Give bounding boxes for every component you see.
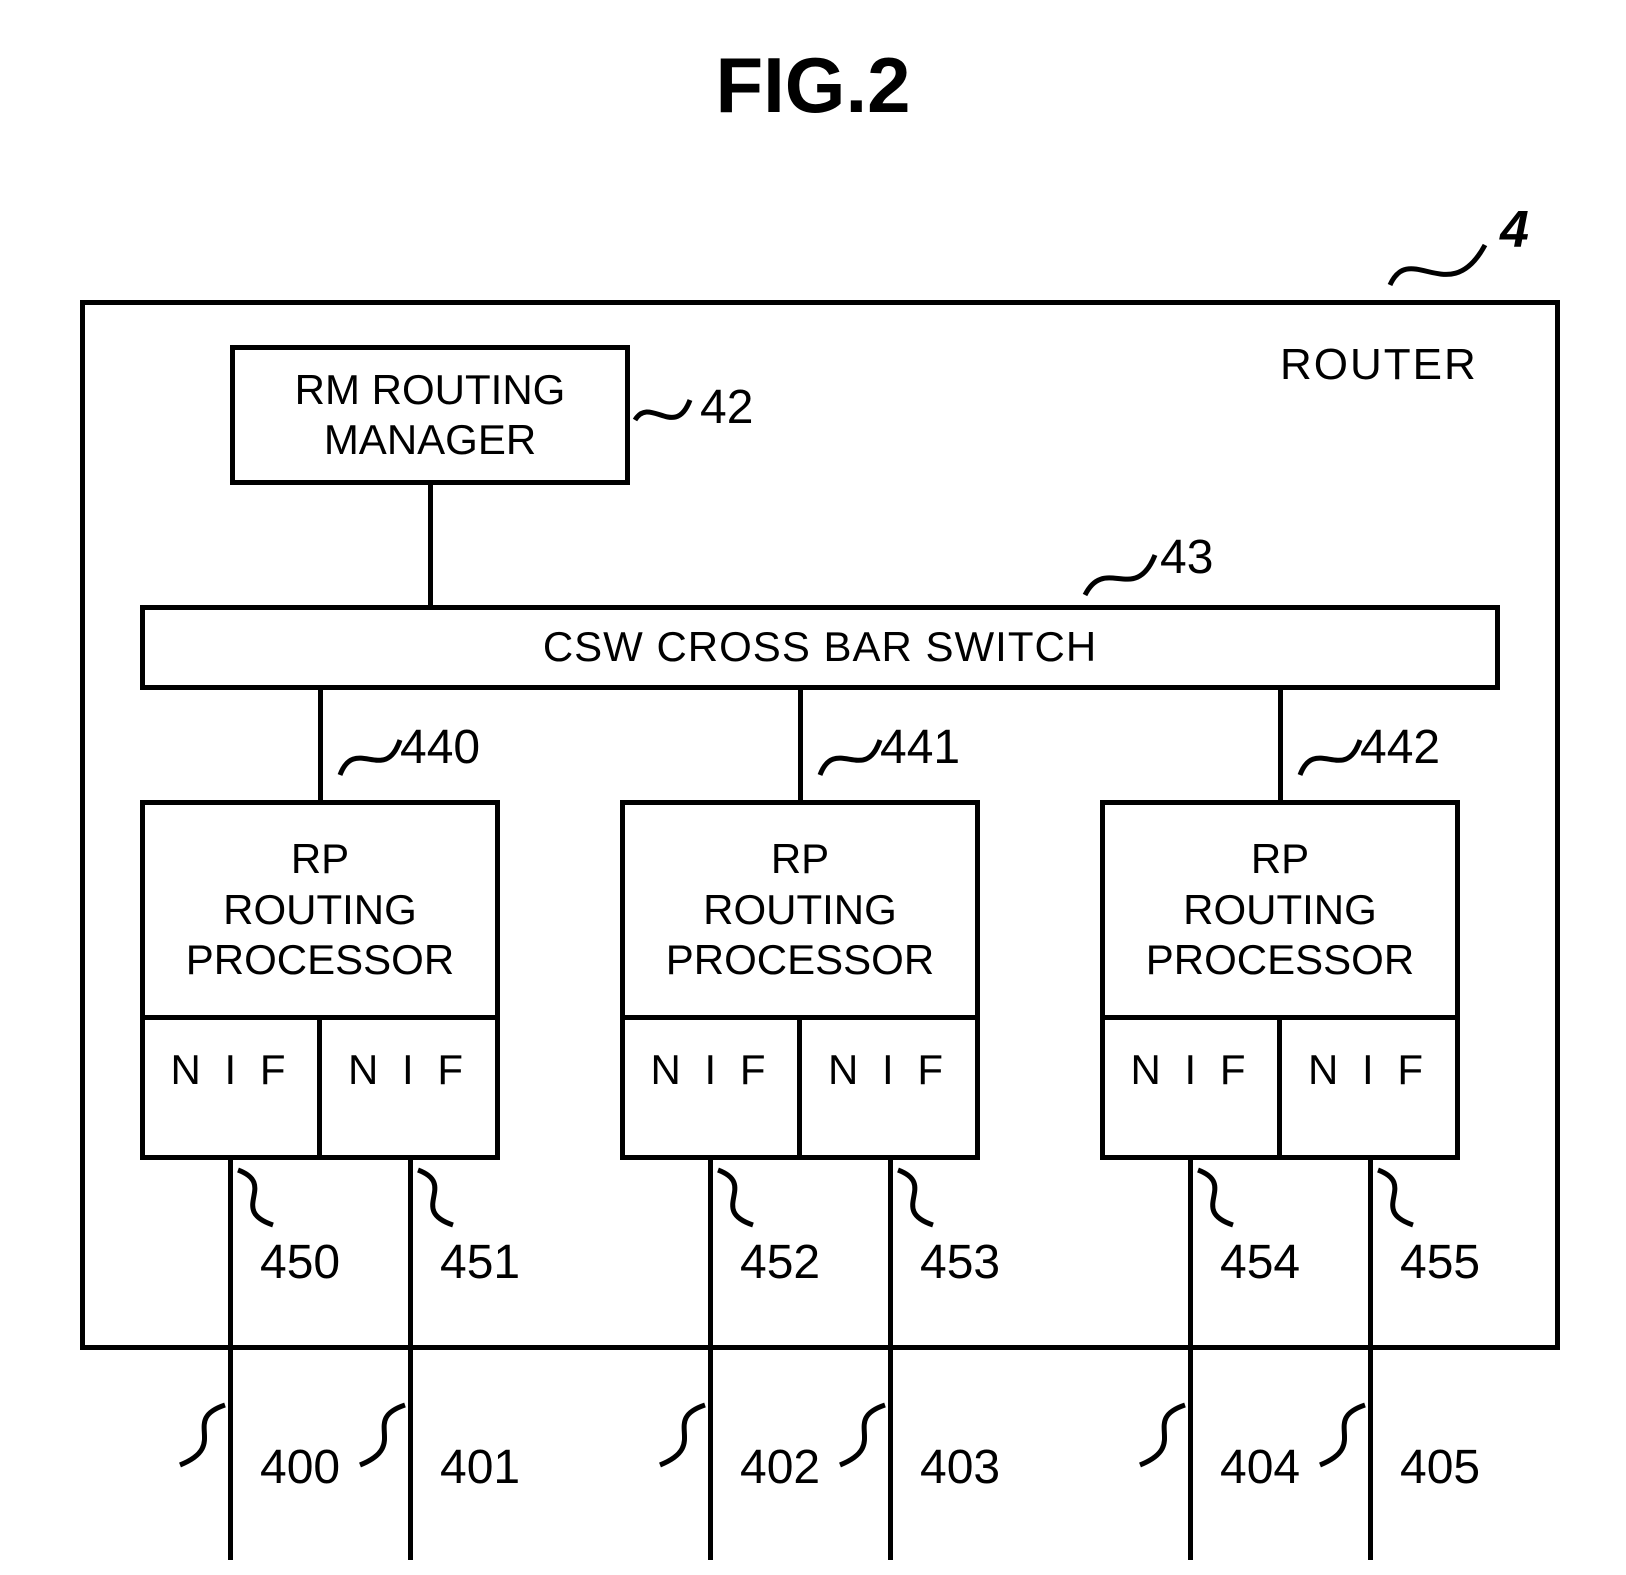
line-rm-csw (428, 485, 433, 605)
line-ref-3: 403 (920, 1440, 1000, 1495)
rm-ref: 42 (700, 380, 753, 435)
nif-5: N I F (1277, 1015, 1460, 1160)
nif-ref-0: 450 (260, 1235, 340, 1290)
diagram-canvas: FIG.2 ROUTER 4 RM ROUTING MANAGER 42 CSW… (0, 0, 1626, 1575)
outline-3 (888, 1160, 893, 1560)
router-ref: 4 (1500, 200, 1529, 260)
line-ref-sq-0 (170, 1400, 230, 1475)
nif-2: N I F (620, 1015, 802, 1160)
outline-1 (408, 1160, 413, 1560)
nif-ref-3: 453 (920, 1235, 1000, 1290)
line-ref-1: 401 (440, 1440, 520, 1495)
rp2-ref: 442 (1360, 720, 1440, 775)
line-ref-sq-3 (830, 1400, 890, 1475)
line-ref-2: 402 (740, 1440, 820, 1495)
nif-ref-4: 454 (1220, 1235, 1300, 1290)
nif-ref-5: 455 (1400, 1235, 1480, 1290)
csw-box: CSW CROSS BAR SWITCH (140, 605, 1500, 690)
rp1-box: RP ROUTING PROCESSOR (620, 800, 980, 1020)
rm-box: RM ROUTING MANAGER (230, 345, 630, 485)
outline-5 (1368, 1160, 1373, 1560)
nif-4: N I F (1100, 1015, 1282, 1160)
csw-ref: 43 (1160, 530, 1213, 585)
rp0-ref: 440 (400, 720, 480, 775)
line-ref-sq-5 (1310, 1400, 1370, 1475)
line-ref-sq-1 (350, 1400, 410, 1475)
nif-ref-2: 452 (740, 1235, 820, 1290)
router-ref-squiggle (1380, 230, 1500, 300)
line-ref-4: 404 (1220, 1440, 1300, 1495)
line-csw-rp2 (1278, 690, 1283, 800)
outline-0 (228, 1160, 233, 1560)
figure-title: FIG.2 (0, 40, 1626, 131)
nif-0: N I F (140, 1015, 322, 1160)
router-label: ROUTER (1280, 340, 1478, 390)
rp1-ref: 441 (880, 720, 960, 775)
line-csw-rp1 (798, 690, 803, 800)
outline-4 (1188, 1160, 1193, 1560)
nif-1: N I F (317, 1015, 500, 1160)
line-ref-5: 405 (1400, 1440, 1480, 1495)
outline-2 (708, 1160, 713, 1560)
line-ref-0: 400 (260, 1440, 340, 1495)
line-ref-sq-4 (1130, 1400, 1190, 1475)
nif-3: N I F (797, 1015, 980, 1160)
line-csw-rp0 (318, 690, 323, 800)
nif-ref-1: 451 (440, 1235, 520, 1290)
line-ref-sq-2 (650, 1400, 710, 1475)
rp2-box: RP ROUTING PROCESSOR (1100, 800, 1460, 1020)
rp0-box: RP ROUTING PROCESSOR (140, 800, 500, 1020)
